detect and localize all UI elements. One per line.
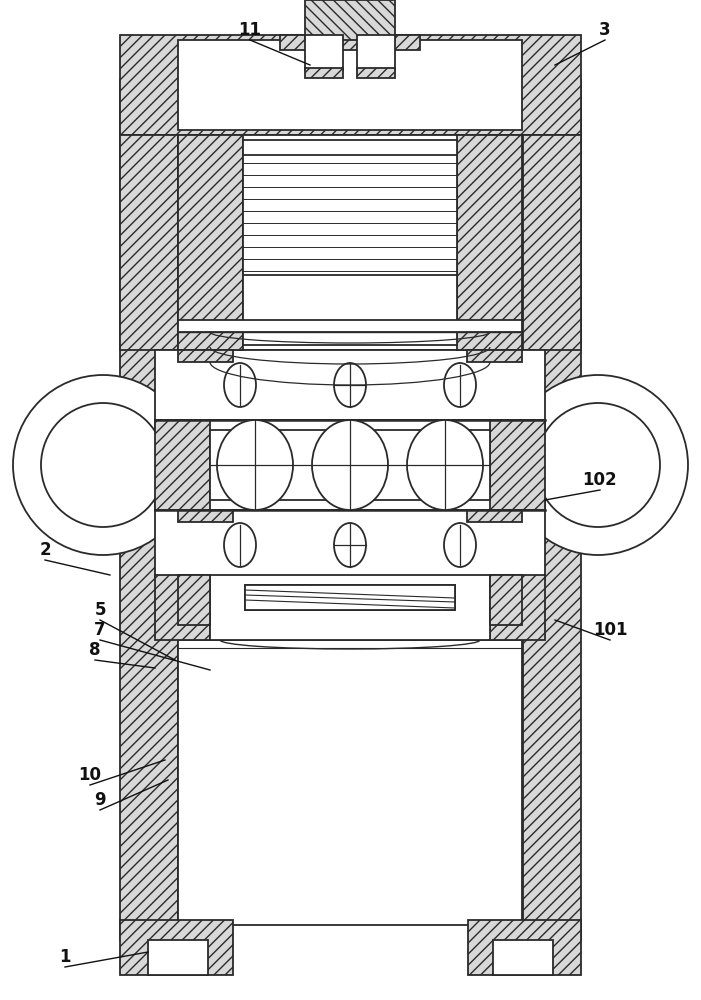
Bar	[280, 35, 420, 50]
Bar	[148, 940, 208, 975]
Bar	[120, 80, 178, 940]
Bar	[245, 585, 455, 610]
Bar	[357, 35, 395, 70]
Bar	[305, 0, 395, 40]
Bar	[155, 420, 545, 510]
Circle shape	[508, 375, 688, 555]
Bar	[245, 585, 455, 610]
Bar	[468, 920, 581, 975]
Bar	[305, 68, 343, 78]
Ellipse shape	[407, 420, 483, 510]
Bar	[305, 35, 343, 70]
Bar	[467, 510, 522, 522]
Ellipse shape	[217, 420, 293, 510]
Circle shape	[536, 403, 660, 527]
Bar	[210, 575, 490, 640]
Text: 101: 101	[593, 621, 627, 639]
Text: 11: 11	[238, 21, 261, 39]
Bar	[178, 350, 233, 362]
Bar	[155, 575, 210, 640]
Bar	[523, 135, 581, 350]
Bar	[357, 68, 395, 78]
Bar	[490, 575, 522, 625]
Ellipse shape	[312, 420, 388, 510]
Bar	[490, 575, 545, 640]
Bar	[210, 430, 490, 500]
Bar	[178, 135, 522, 350]
Bar	[178, 40, 522, 130]
Ellipse shape	[334, 363, 366, 407]
Bar	[155, 510, 545, 580]
Text: 8: 8	[89, 641, 101, 659]
Text: 7: 7	[94, 621, 106, 639]
Bar	[120, 135, 178, 350]
Ellipse shape	[224, 523, 256, 567]
Circle shape	[41, 403, 165, 527]
Bar	[155, 420, 210, 510]
Bar	[178, 575, 210, 625]
Bar	[178, 640, 522, 925]
Bar	[243, 140, 457, 345]
Ellipse shape	[444, 523, 476, 567]
Text: 5: 5	[94, 601, 106, 619]
Ellipse shape	[224, 363, 256, 407]
Text: 2: 2	[39, 541, 50, 559]
Bar	[467, 350, 522, 362]
Bar	[243, 155, 457, 275]
Bar	[493, 940, 553, 975]
Ellipse shape	[334, 523, 366, 567]
Bar	[120, 920, 233, 975]
Text: 10: 10	[79, 766, 102, 784]
Bar	[523, 80, 581, 940]
Text: 9: 9	[94, 791, 106, 809]
Bar	[178, 135, 243, 350]
Bar	[155, 350, 545, 420]
Text: 3: 3	[599, 21, 611, 39]
Bar	[457, 135, 522, 350]
Text: 1: 1	[60, 948, 71, 966]
Bar	[120, 35, 581, 135]
Bar	[178, 510, 233, 522]
Bar	[490, 420, 545, 510]
Text: 102: 102	[583, 471, 618, 489]
Bar	[178, 320, 522, 332]
Ellipse shape	[444, 363, 476, 407]
Circle shape	[13, 375, 193, 555]
